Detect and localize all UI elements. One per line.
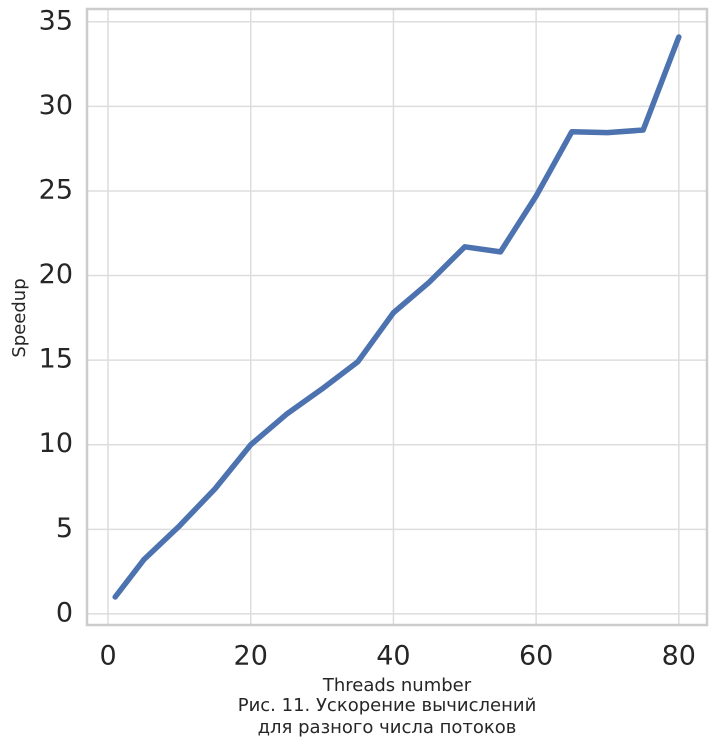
y-tick-label: 15: [39, 344, 73, 375]
x-tick-label: 0: [99, 641, 116, 672]
y-tick-label: 0: [56, 597, 73, 628]
y-tick-label: 25: [39, 174, 73, 205]
caption: Рис. 11. Ускорение вычислений: [238, 695, 537, 716]
x-tick-label: 20: [234, 641, 268, 672]
x-tick-label: 80: [662, 641, 696, 672]
y-tick-label: 20: [39, 259, 73, 290]
x-tick-label: 60: [519, 641, 553, 672]
caption: для разного числа потоков: [258, 717, 517, 738]
y-tick-label: 35: [39, 5, 73, 36]
data-line: [112, 34, 682, 600]
y-axis-label: Speedup: [9, 278, 30, 357]
plot-frame: [85, 7, 709, 627]
x-axis-label: Threads number: [322, 675, 472, 696]
y-tick-label: 5: [56, 513, 73, 544]
y-tick-label: 30: [39, 90, 73, 121]
y-tick-label: 10: [39, 428, 73, 459]
x-tick-label: 40: [376, 641, 410, 672]
